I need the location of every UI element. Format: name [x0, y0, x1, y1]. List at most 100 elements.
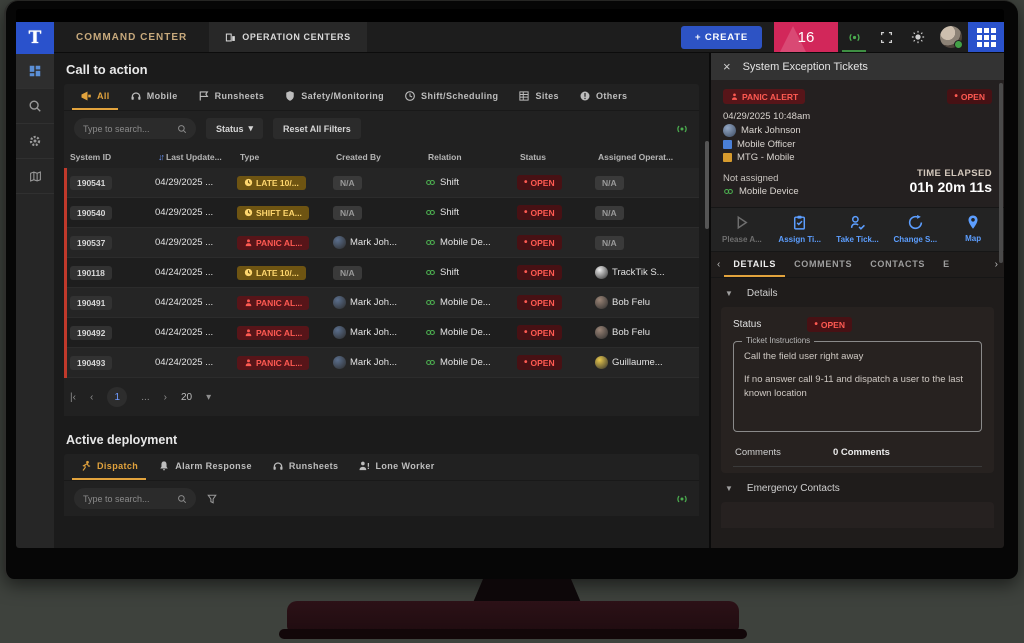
next-page-button[interactable]: › [163, 391, 167, 403]
deployment-tab-runsheets[interactable]: Runsheets [264, 454, 347, 480]
status-badge: OPEN [517, 235, 562, 250]
deployment-search-input[interactable]: Type to search... [74, 488, 196, 509]
tabs-scroll-left[interactable]: ‹ [717, 259, 721, 270]
person-check-icon [849, 214, 866, 231]
search-icon [177, 124, 187, 134]
relation-cell: Mobile De... [425, 297, 517, 308]
cta-tab-sites[interactable]: Sites [510, 84, 567, 110]
action-change-s[interactable]: Change S... [886, 214, 944, 244]
avatar [595, 356, 608, 369]
reset-filters-button[interactable]: Reset All Filters [273, 118, 361, 139]
prev-page-button[interactable]: ‹ [89, 391, 94, 403]
fullscreen-icon[interactable] [870, 22, 902, 52]
column-header-type[interactable]: Type [240, 152, 260, 162]
type-clock-icon [244, 178, 253, 187]
system-id-badge: 190491 [70, 295, 113, 310]
type-clock-icon [244, 208, 253, 217]
column-header-last-update[interactable]: ↓↑ Last Update... [158, 152, 222, 162]
table-row[interactable]: 190537 04/29/2025 ... PANIC AL... Mark J… [67, 228, 699, 258]
last-update-cell: 04/24/2025 ... [155, 327, 214, 338]
status-badge: OPEN [517, 205, 562, 220]
tab-operation-centers[interactable]: OPERATION CENTERS [209, 22, 367, 52]
link-icon [425, 237, 436, 248]
apps-menu-button[interactable] [968, 22, 1004, 52]
column-header-status[interactable]: Status [520, 152, 546, 162]
headset-icon [130, 90, 142, 102]
live-feed-icon[interactable] [675, 122, 689, 136]
table-row[interactable]: 190492 04/24/2025 ... PANIC AL... Mark J… [67, 318, 699, 348]
type-badge: PANIC AL... [237, 355, 310, 370]
sidebar-item-gear[interactable] [16, 124, 54, 159]
panel-tab-e[interactable]: E [943, 258, 950, 269]
filter-icon[interactable] [206, 493, 218, 505]
brand-logo[interactable]: T [16, 22, 54, 54]
page-size-dropdown[interactable]: ▾ [206, 391, 212, 403]
ticket-instructions-field[interactable]: Ticket Instructions Call the field user … [733, 336, 982, 433]
table-row[interactable]: 190541 04/29/2025 ... LATE 10/... N/A Sh… [67, 168, 699, 198]
table-row[interactable]: 190493 04/24/2025 ... PANIC AL... Mark J… [67, 348, 699, 378]
column-header-system-id[interactable]: System ID [70, 152, 112, 162]
gear-icon [28, 134, 42, 148]
system-id-badge: 190540 [70, 205, 113, 220]
panel-scrollbar[interactable] [999, 83, 1003, 263]
deployment-tab-alarm-response[interactable]: Alarm Response [150, 454, 260, 480]
type-clock-icon [244, 268, 253, 277]
headset-icon [272, 460, 284, 472]
ticket-status-badge: OPEN [947, 89, 992, 104]
type-badge: LATE 10/... [237, 265, 306, 280]
action-map[interactable]: Map [944, 214, 1002, 244]
panel-tab-comments[interactable]: COMMENTS [794, 258, 853, 269]
active-deployment-title: Active deployment [66, 433, 178, 447]
cta-tab-mobile[interactable]: Mobile [122, 84, 186, 110]
sidebar-item-dashboard[interactable] [16, 54, 54, 89]
live-feed-icon[interactable] [675, 492, 689, 506]
panel-tab-contacts[interactable]: CONTACTS [870, 258, 926, 269]
last-update-cell: 04/29/2025 ... [155, 177, 214, 188]
na-badge: N/A [333, 265, 362, 280]
cta-tab-safety-monitoring[interactable]: Safety/Monitoring [276, 84, 392, 110]
details-section-header[interactable]: ▼ Details [725, 288, 778, 299]
status-badge: OPEN [517, 295, 562, 310]
current-page-button[interactable]: 1 [107, 387, 128, 407]
ticket-reporter[interactable]: Mark Johnson [723, 124, 992, 137]
tab-command-center[interactable]: COMMAND CENTER [76, 31, 188, 43]
status-filter-dropdown[interactable]: Status ▾ [206, 118, 264, 139]
cta-tab-others[interactable]: Others [571, 84, 635, 110]
cta-search-input[interactable]: Type to search... [74, 118, 196, 139]
emergency-contacts-header[interactable]: ▼ Emergency Contacts [725, 483, 840, 495]
brightness-icon[interactable] [902, 22, 934, 52]
action-assign-ti[interactable]: Assign Ti... [771, 214, 829, 244]
active-deployment-filterbar: Type to search... [64, 481, 699, 516]
action-please-a[interactable]: Please A... [713, 214, 771, 244]
sidebar-item-search[interactable] [16, 89, 54, 124]
created-by-cell: Mark Joh... [333, 236, 425, 249]
cta-tab-all[interactable]: All [72, 84, 118, 110]
table-row[interactable]: 190540 04/29/2025 ... SHIFT EA... N/A Sh… [67, 198, 699, 228]
table-row[interactable]: 190118 04/24/2025 ... LATE 10/... N/A Sh… [67, 258, 699, 288]
first-page-button[interactable]: |‹ [70, 391, 76, 403]
na-badge: N/A [333, 175, 362, 190]
deployment-tab-dispatch[interactable]: Dispatch [72, 454, 147, 480]
deployment-tab-lone-worker[interactable]: Lone Worker [350, 454, 442, 480]
column-header-created-by[interactable]: Created By [336, 152, 381, 162]
table-row[interactable]: 190491 04/24/2025 ... PANIC AL... Mark J… [67, 288, 699, 318]
column-header-assigned-operat[interactable]: Assigned Operat... [598, 152, 674, 162]
type-panic-icon [244, 298, 253, 307]
action-take-tick[interactable]: Take Tick... [829, 214, 887, 244]
user-avatar[interactable] [940, 26, 963, 49]
alert-count-badge[interactable]: 16 [774, 22, 838, 52]
panel-tab-details[interactable]: DETAILS [724, 252, 786, 277]
tabs-scroll-right[interactable]: › [994, 259, 998, 270]
create-button[interactable]: + CREATE [681, 25, 762, 49]
na-badge: N/A [595, 205, 624, 220]
sidebar-item-map[interactable] [16, 159, 54, 194]
page-size-value[interactable]: 20 [180, 391, 193, 403]
main-scrollbar[interactable] [705, 141, 709, 229]
cta-tab-runsheets[interactable]: Runsheets [190, 84, 273, 110]
type-badge: PANIC AL... [237, 325, 310, 340]
live-feed-icon[interactable] [838, 22, 870, 52]
column-header-relation[interactable]: Relation [428, 152, 462, 162]
relation-cell: Mobile De... [425, 357, 517, 368]
cta-tab-shift-scheduling[interactable]: Shift/Scheduling [396, 84, 506, 110]
close-icon[interactable]: × [723, 59, 731, 74]
